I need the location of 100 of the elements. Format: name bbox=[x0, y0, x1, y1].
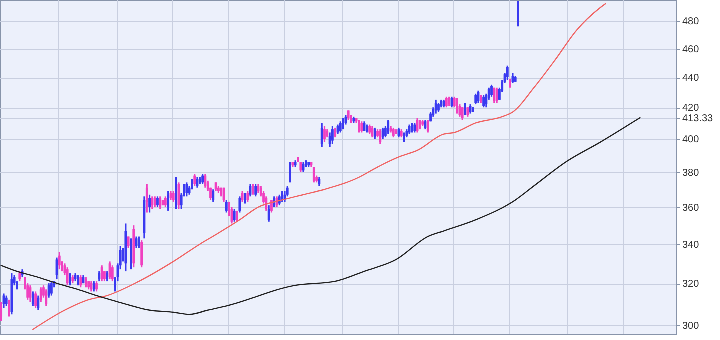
candlestick bbox=[434, 99, 438, 115]
candlestick bbox=[175, 176, 178, 210]
candlestick bbox=[358, 119, 360, 134]
candlestick bbox=[18, 270, 22, 282]
candlestick bbox=[178, 182, 180, 210]
candlestick bbox=[474, 93, 478, 106]
candlestick bbox=[156, 196, 159, 208]
candlestick bbox=[324, 126, 326, 144]
candlestick bbox=[414, 122, 416, 134]
y-tick-label: 340 bbox=[682, 240, 700, 251]
y-tick-label: 460 bbox=[682, 44, 700, 56]
candlestick bbox=[430, 111, 432, 122]
candlestick bbox=[268, 204, 270, 223]
candlestick bbox=[482, 94, 486, 108]
candlestick bbox=[411, 122, 414, 134]
candlestick bbox=[32, 290, 34, 307]
candlestick bbox=[403, 132, 406, 144]
candlestick bbox=[111, 264, 114, 282]
candlestick bbox=[464, 102, 466, 116]
candlestick bbox=[490, 84, 493, 98]
candlestick bbox=[50, 280, 53, 297]
candlestick bbox=[66, 266, 69, 286]
candlestick bbox=[418, 119, 422, 130]
candlestick bbox=[382, 127, 384, 140]
candlestick bbox=[58, 251, 61, 270]
candlestick bbox=[45, 288, 48, 307]
candlestick bbox=[297, 156, 300, 164]
y-tick-label: 413.33 bbox=[682, 113, 714, 124]
candlestick bbox=[448, 96, 451, 107]
candlestick bbox=[225, 199, 228, 214]
candlestick bbox=[172, 190, 175, 203]
candlestick bbox=[246, 190, 250, 203]
candlestick bbox=[347, 110, 350, 121]
candlestick bbox=[106, 270, 109, 282]
candlestick bbox=[236, 210, 238, 223]
candlestick bbox=[438, 102, 440, 114]
candlestick bbox=[37, 295, 40, 312]
candlestick bbox=[360, 120, 364, 134]
candlestick bbox=[130, 238, 132, 270]
candlestick bbox=[342, 118, 344, 130]
candlestick bbox=[392, 127, 395, 138]
candlestick bbox=[194, 173, 196, 187]
candlestick bbox=[312, 166, 316, 184]
y-tick-label: 300 bbox=[682, 320, 700, 332]
candlestick bbox=[244, 192, 246, 205]
candlestick bbox=[69, 272, 72, 286]
candlestick bbox=[254, 184, 258, 198]
y-tick-label: 400 bbox=[682, 134, 700, 146]
candlestick bbox=[96, 280, 98, 292]
candlestick bbox=[167, 190, 170, 212]
candlestick bbox=[34, 290, 37, 310]
candlestick bbox=[368, 124, 372, 136]
y-tick-label: 380 bbox=[682, 168, 700, 179]
candlestick bbox=[151, 196, 154, 210]
candlestick bbox=[387, 119, 390, 136]
y-tick-label: 440 bbox=[682, 73, 700, 84]
candlestick bbox=[374, 127, 376, 140]
candlestick bbox=[0, 301, 3, 322]
candlestick bbox=[270, 199, 273, 214]
candlestick bbox=[212, 188, 215, 203]
candlestick bbox=[408, 124, 411, 136]
candlestick bbox=[350, 114, 352, 124]
candlestick bbox=[426, 119, 430, 134]
y-tick-label: 420 bbox=[682, 103, 700, 114]
candlestick bbox=[5, 295, 8, 307]
candlestick bbox=[445, 96, 448, 108]
candlestick bbox=[80, 274, 82, 288]
candlestick bbox=[92, 280, 96, 292]
candlestick bbox=[493, 87, 496, 104]
candlestick bbox=[77, 274, 80, 286]
candlestick bbox=[506, 65, 509, 82]
candlestick bbox=[334, 127, 337, 138]
candlestick bbox=[289, 161, 292, 184]
line-series bbox=[32, 3, 606, 330]
candlestick bbox=[154, 196, 156, 208]
candlestick bbox=[40, 286, 42, 303]
candlestick bbox=[517, 0, 520, 28]
candlestick bbox=[379, 128, 382, 145]
candlestick bbox=[100, 264, 104, 282]
candlestick bbox=[202, 173, 204, 186]
candlestick bbox=[320, 122, 324, 148]
candlestick bbox=[138, 236, 140, 249]
candlestick bbox=[496, 87, 498, 104]
line-series bbox=[0, 117, 641, 316]
candlestick bbox=[140, 240, 144, 268]
y-tick-label: 480 bbox=[682, 16, 700, 28]
candlestick bbox=[241, 190, 244, 203]
candlestick bbox=[461, 106, 464, 121]
y-tick-label: 320 bbox=[682, 279, 700, 290]
candlestick bbox=[186, 182, 188, 198]
candlestick bbox=[8, 299, 10, 318]
candlestick bbox=[339, 120, 342, 134]
candlestick bbox=[159, 196, 162, 210]
candlestick bbox=[281, 190, 284, 203]
candlestick bbox=[466, 106, 470, 118]
candlestick bbox=[332, 126, 334, 145]
candlestick bbox=[98, 270, 101, 282]
candlestick bbox=[300, 161, 302, 174]
candlestick bbox=[238, 196, 242, 214]
candlestick bbox=[456, 98, 458, 115]
